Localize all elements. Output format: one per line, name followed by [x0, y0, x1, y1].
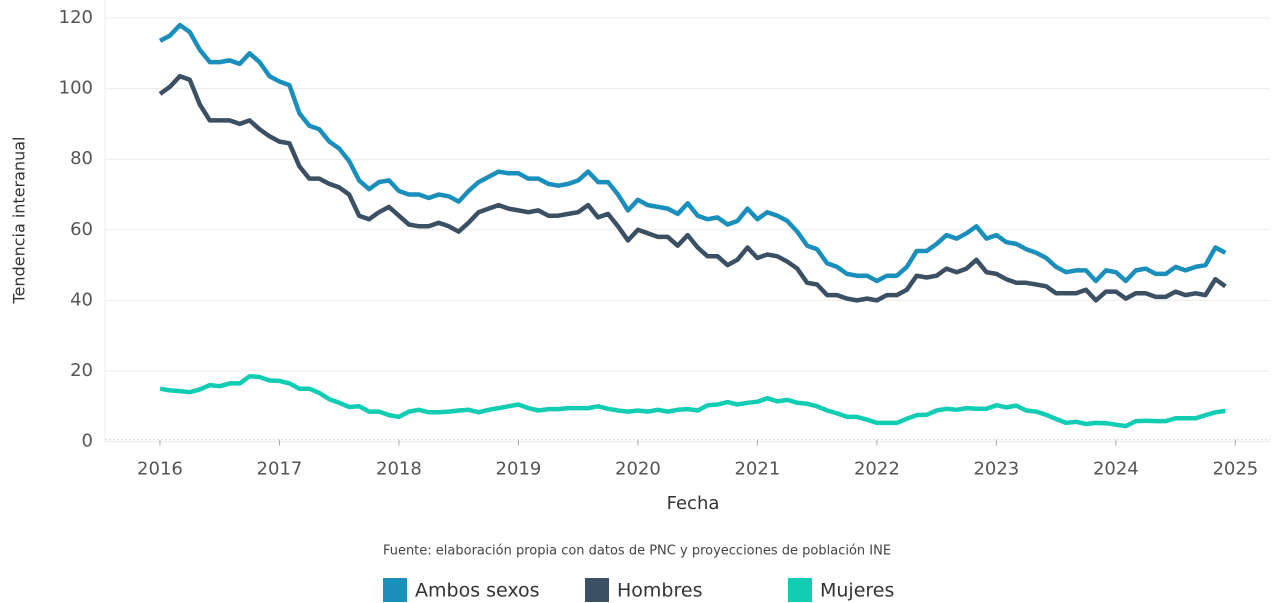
legend-swatch [383, 578, 407, 602]
legend-label: Hombres [617, 580, 702, 602]
y-axis-label: Tendencia interanual [10, 137, 29, 305]
y-tick-label: 40 [70, 289, 93, 310]
y-tick-label: 100 [59, 78, 93, 99]
caption: Fuente: elaboración propia con datos de … [383, 544, 891, 559]
y-tick-label: 0 [82, 431, 93, 452]
series-line [158, 73, 1227, 303]
x-tick-label: 2019 [496, 459, 542, 480]
legend-label: Ambos sexos [415, 580, 540, 602]
x-axis-label: Fecha [667, 493, 720, 514]
x-tick-label: 2022 [854, 459, 900, 480]
x-tick-label: 2023 [973, 459, 1019, 480]
legend-label: Mujeres [820, 580, 894, 602]
legend-swatch [788, 578, 812, 602]
x-tick-label: 2016 [137, 459, 183, 480]
x-tick-label: 2025 [1212, 459, 1258, 480]
x-tick-label: 2018 [376, 459, 422, 480]
x-tick-label: 2017 [257, 459, 303, 480]
x-tick-label: 2020 [615, 459, 661, 480]
series-line [158, 22, 1227, 284]
x-tick-label: 2021 [734, 459, 780, 480]
x-tick-label: 2024 [1093, 459, 1139, 480]
y-tick-label: 60 [70, 219, 93, 240]
series-line [159, 374, 1226, 429]
y-tick-label: 20 [70, 360, 93, 381]
legend-swatch [585, 578, 609, 602]
y-tick-label: 80 [70, 148, 93, 169]
y-tick-label: 120 [59, 7, 93, 28]
